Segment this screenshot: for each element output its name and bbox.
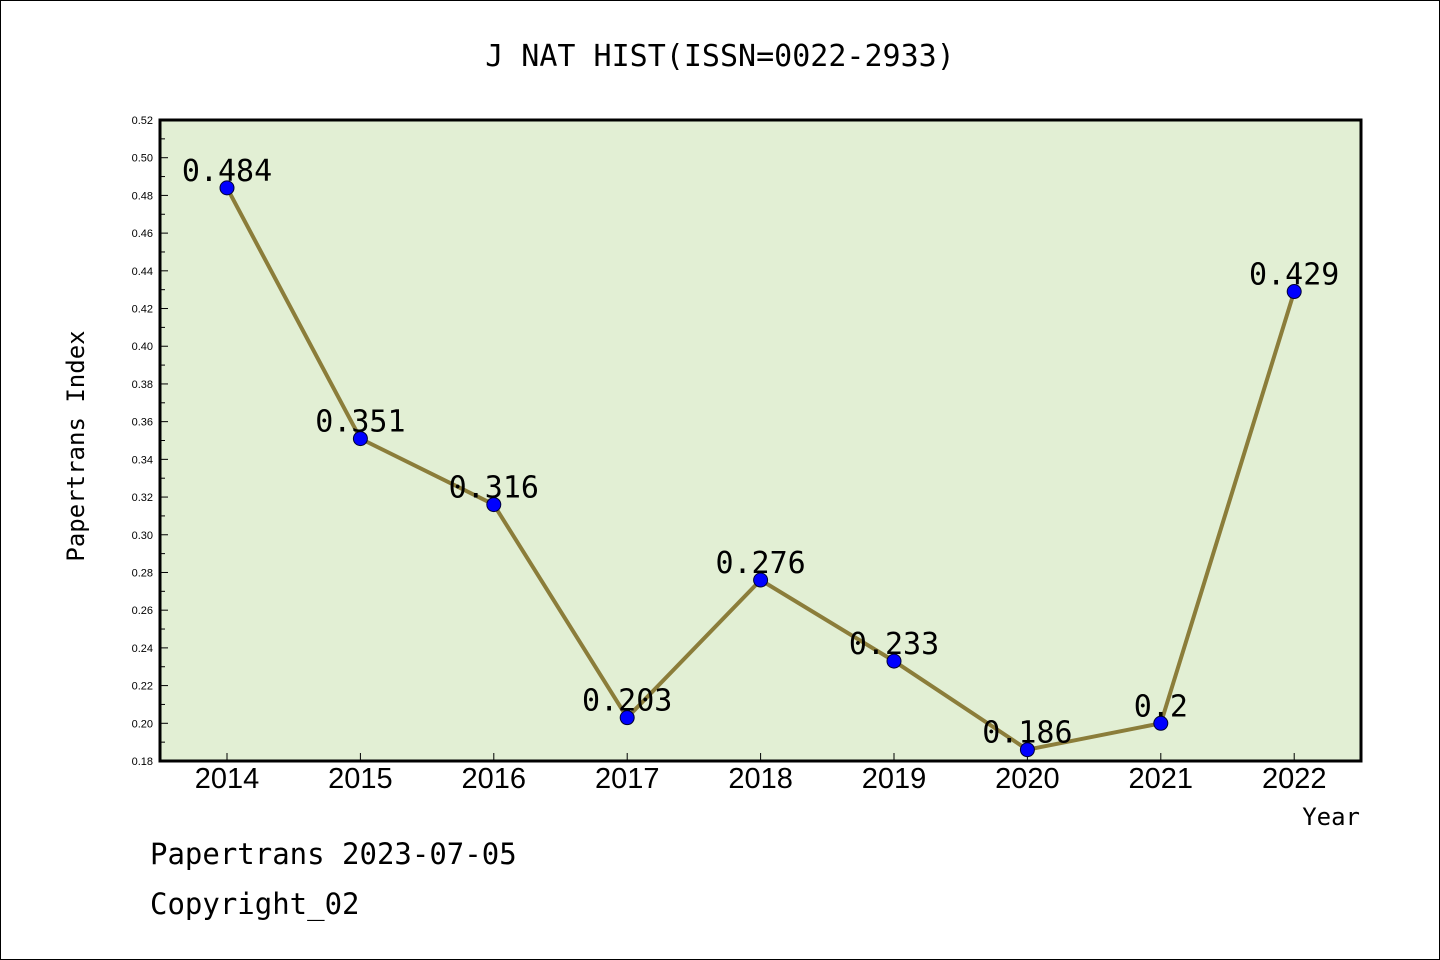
x-tick-label: 2016 [462,763,527,795]
y-tick-label: 0.22 [132,681,153,693]
x-axis-label: Year [1302,803,1360,831]
data-point [619,710,635,726]
data-label: 0.351 [315,405,405,440]
y-tick-label: 0.26 [132,605,153,617]
y-tick-label: 0.28 [132,567,153,579]
footer-copyright: Copyright_02 [150,887,360,922]
data-label: 0.186 [982,716,1072,751]
plot-border [158,118,1363,763]
y-tick-label: 0.42 [132,304,153,316]
data-point [886,653,902,669]
y-axis-ticks: 0.18 0.20 0.22 0.24 0.26 0.28 0.30 0.32 0.34 0.36… [132,115,168,768]
y-tick-label: 0.36 [132,417,153,429]
data-label: 0.484 [182,154,272,189]
data-label: 0.429 [1249,258,1339,293]
data-label: 0.316 [449,471,539,506]
footer-date: Papertrans 2023-07-05 [150,837,517,871]
chart-title: J NAT HIST(ISSN=0022-2933) [485,39,955,74]
y-tick-label: 0.38 [132,379,153,391]
x-tick-label: 2014 [195,763,260,795]
y-tick-label: 0.48 [132,190,153,202]
x-tick-label: 2015 [328,763,393,795]
data-point [352,431,368,447]
y-tick-label: 0.18 [132,756,153,768]
data-label: 0.233 [849,627,939,662]
x-axis-ticks: 2014 2015 2016 2017 2018 2019 2020 2021 2022 [195,753,1327,795]
data-labels: 0.484 0.351 0.316 0.203 0.276 0.233 0.186 0.2 0.… [182,154,1340,751]
x-tick-label: 2020 [995,763,1060,795]
data-point [1153,715,1169,731]
x-tick-label: 2021 [1129,763,1194,795]
x-tick-label: 2022 [1262,763,1327,795]
data-point [1019,742,1035,758]
x-tick-label: 2019 [862,763,927,795]
y-tick-label: 0.32 [132,492,153,504]
data-point [219,180,235,196]
data-label: 0.276 [715,546,805,581]
y-tick-label: 0.50 [132,153,153,165]
y-tick-label: 0.30 [132,530,153,542]
data-point [753,572,769,588]
series-markers [219,180,1302,758]
y-tick-label: 0.20 [132,718,153,730]
data-label: 0.203 [582,684,672,719]
y-tick-label: 0.40 [132,341,153,353]
y-tick-label: 0.24 [132,643,153,655]
x-tick-label: 2018 [728,763,793,795]
data-point [486,497,502,513]
y-tick-label: 0.46 [132,228,153,240]
data-label: 0.2 [1134,689,1188,724]
y-tick-label: 0.34 [132,454,153,466]
y-tick-label: 0.44 [132,266,153,278]
y-axis-label: Papertrans Index [62,330,90,561]
y-tick-label: 0.52 [132,115,153,127]
x-tick-label: 2017 [595,763,660,795]
data-point [1286,284,1302,300]
